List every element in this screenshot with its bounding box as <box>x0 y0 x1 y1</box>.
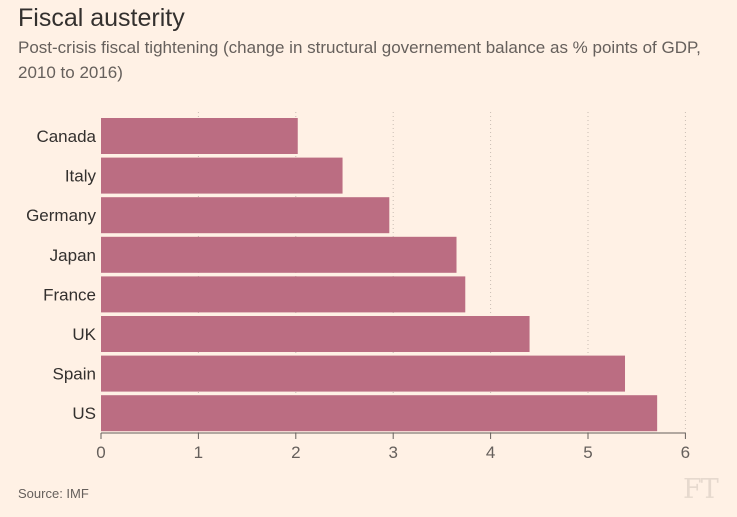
x-tick-label-3: 3 <box>388 443 397 462</box>
bar-japan <box>101 236 457 273</box>
bar-uk <box>101 316 530 352</box>
category-label-spain: Spain <box>53 365 96 384</box>
x-tick-label-6: 6 <box>681 443 690 462</box>
bar-germany <box>101 197 390 234</box>
bars <box>101 118 658 432</box>
category-label-canada: Canada <box>36 127 96 146</box>
bar-canada <box>101 118 298 154</box>
chart-title: Fiscal austerity <box>18 4 185 32</box>
source-note: Source: IMF <box>18 486 89 501</box>
x-tick-label-4: 4 <box>486 443 495 462</box>
chart-subtitle: Post-crisis fiscal tightening (change in… <box>18 38 701 82</box>
category-label-us: US <box>72 404 96 423</box>
x-axis: 0 1 2 3 4 5 6 <box>96 432 690 462</box>
x-tick-label-2: 2 <box>291 443 300 462</box>
category-label-japan: Japan <box>50 246 96 265</box>
bar-italy <box>101 157 343 194</box>
x-tick-label-5: 5 <box>583 443 592 462</box>
category-label-france: France <box>43 285 96 304</box>
bar-spain <box>101 355 626 392</box>
category-label-germany: Germany <box>26 206 96 225</box>
category-labels: Canada Italy Germany Japan France UK Spain US <box>26 127 97 423</box>
x-tick-label-0: 0 <box>96 443 105 462</box>
ft-logo: FT <box>683 474 719 505</box>
bar-france <box>101 276 466 313</box>
category-label-italy: Italy <box>65 167 97 186</box>
bar-us <box>101 395 658 432</box>
x-tick-label-1: 1 <box>194 443 203 462</box>
category-label-uk: UK <box>72 325 96 344</box>
